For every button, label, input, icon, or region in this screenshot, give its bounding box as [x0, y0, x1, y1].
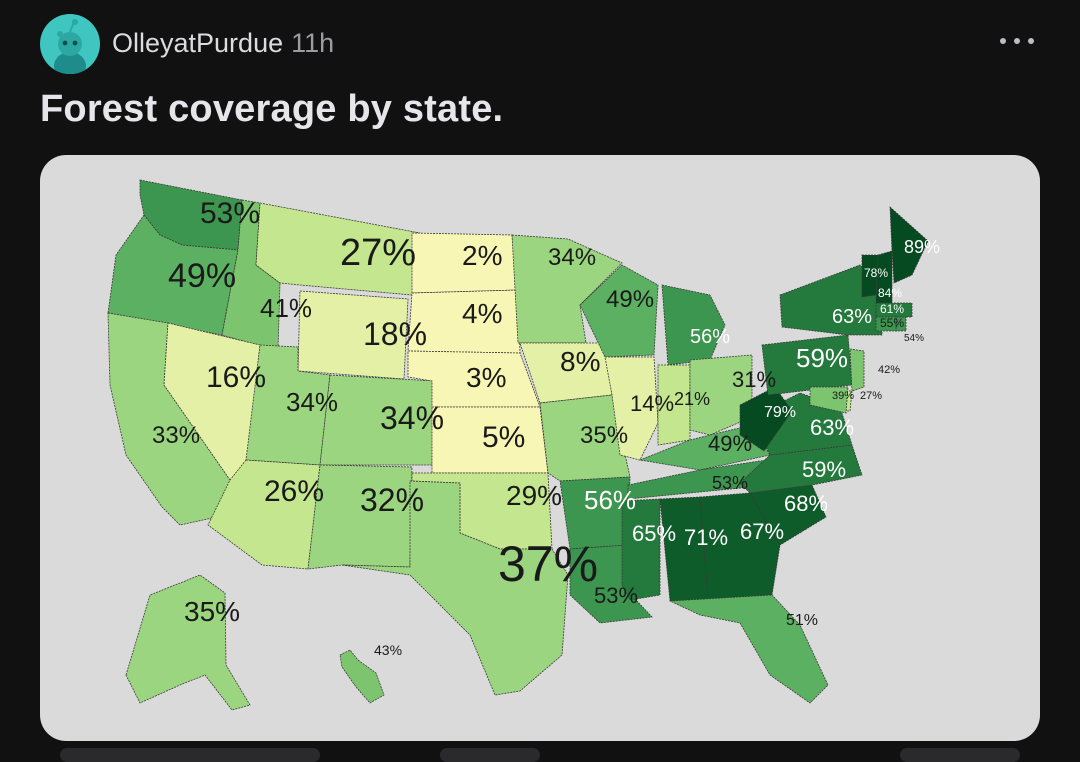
state-ga — [699, 492, 781, 600]
post-header: OlleyatPurdue 11h — [40, 14, 1040, 74]
state-nj — [849, 348, 865, 392]
state-oh — [689, 354, 753, 436]
state-ms — [621, 498, 661, 601]
state-nd — [411, 232, 519, 294]
state-label-mo: 35% — [580, 422, 628, 449]
state-label-ms: 65% — [632, 521, 676, 546]
post-author-line: OlleyatPurdue 11h — [112, 28, 334, 59]
state-label-ks: 5% — [482, 421, 525, 454]
state-label-mn: 34% — [548, 244, 596, 271]
state-label-ga: 67% — [740, 519, 784, 544]
state-label-tx: 37% — [498, 536, 598, 592]
state-ny — [779, 264, 883, 336]
forest-coverage-map: 53% 49% 33% 41% 16% 27% 18% 34% 34% 26% 32% 2% 4% 3% 5… — [107, 179, 940, 711]
snoo-avatar-icon[interactable] — [40, 14, 100, 74]
state-hi — [339, 649, 385, 704]
state-az — [207, 459, 321, 570]
state-mi — [661, 284, 726, 366]
state-label-tn: 53% — [712, 473, 748, 493]
state-label-de: 27% — [860, 390, 882, 402]
state-label-nc: 59% — [802, 457, 846, 482]
state-ri — [895, 316, 907, 332]
state-label-mt: 27% — [340, 232, 416, 274]
state-label-la: 53% — [594, 583, 638, 608]
state-label-oh: 31% — [732, 367, 776, 392]
post-time: 11h — [291, 28, 335, 58]
state-label-fl: 51% — [786, 612, 818, 629]
state-fl — [669, 594, 829, 704]
state-sc — [749, 484, 827, 546]
state-label-me: 89% — [904, 237, 940, 257]
state-label-ia: 8% — [560, 346, 600, 377]
state-label-vt: 78% — [864, 266, 888, 280]
state-label-nh: 84% — [878, 286, 902, 300]
state-label-ky: 49% — [708, 431, 752, 456]
state-label-ne: 3% — [466, 362, 506, 393]
state-label-md: 39% — [832, 390, 854, 402]
state-label-in: 21% — [674, 389, 710, 409]
state-label-id: 41% — [260, 293, 312, 323]
state-label-ok: 29% — [506, 480, 562, 511]
state-label-ak: 35% — [184, 596, 240, 627]
state-label-al: 71% — [684, 525, 728, 550]
state-label-il: 14% — [630, 391, 674, 416]
state-label-nj: 42% — [878, 364, 900, 376]
state-label-va: 63% — [810, 415, 854, 440]
state-label-wi: 49% — [606, 286, 654, 313]
state-label-wy: 18% — [363, 316, 427, 352]
state-me — [889, 206, 929, 284]
state-wy — [297, 290, 409, 380]
author-name[interactable]: OlleyatPurdue — [112, 28, 284, 58]
state-ia — [519, 342, 613, 404]
state-label-ar: 56% — [584, 485, 636, 515]
state-mo — [539, 394, 631, 482]
state-wv — [739, 386, 793, 452]
state-label-ut: 34% — [286, 387, 338, 417]
state-label-pa: 59% — [796, 343, 848, 373]
state-label-sd: 4% — [462, 298, 502, 329]
state-wi — [579, 264, 659, 358]
state-label-ri: 54% — [904, 333, 924, 344]
state-label-nm: 32% — [360, 482, 424, 518]
state-label-wv: 79% — [764, 404, 796, 421]
state-label-mi: 56% — [690, 326, 730, 348]
state-label-ca: 33% — [152, 422, 200, 449]
more-dots-icon[interactable] — [996, 26, 1040, 54]
state-md — [809, 386, 849, 414]
state-label-nd: 2% — [462, 240, 502, 271]
state-label-ma: 61% — [880, 302, 904, 316]
post-title: Forest coverage by state. — [40, 88, 504, 130]
state-label-wa: 53% — [200, 197, 260, 230]
state-tx — [341, 480, 569, 696]
state-label-sc: 68% — [784, 491, 828, 516]
state-label-az: 26% — [264, 475, 324, 508]
state-label-ny: 63% — [832, 306, 872, 328]
state-ak — [125, 574, 251, 711]
state-label-hi: 43% — [374, 642, 402, 658]
state-vt — [861, 254, 879, 298]
state-label-co: 34% — [380, 400, 444, 436]
action-bar-stub — [440, 748, 540, 762]
action-bar-stub — [900, 748, 1020, 762]
state-label-ct: 55% — [880, 316, 904, 330]
state-or — [107, 214, 239, 336]
action-bar-stub — [60, 748, 320, 762]
state-ma — [875, 302, 913, 318]
state-label-or: 49% — [168, 257, 236, 295]
map-image[interactable]: 53% 49% 33% 41% 16% 27% 18% 34% 34% 26% 32% 2% 4% 3% 5… — [40, 155, 1040, 741]
state-label-nv: 16% — [206, 361, 266, 394]
